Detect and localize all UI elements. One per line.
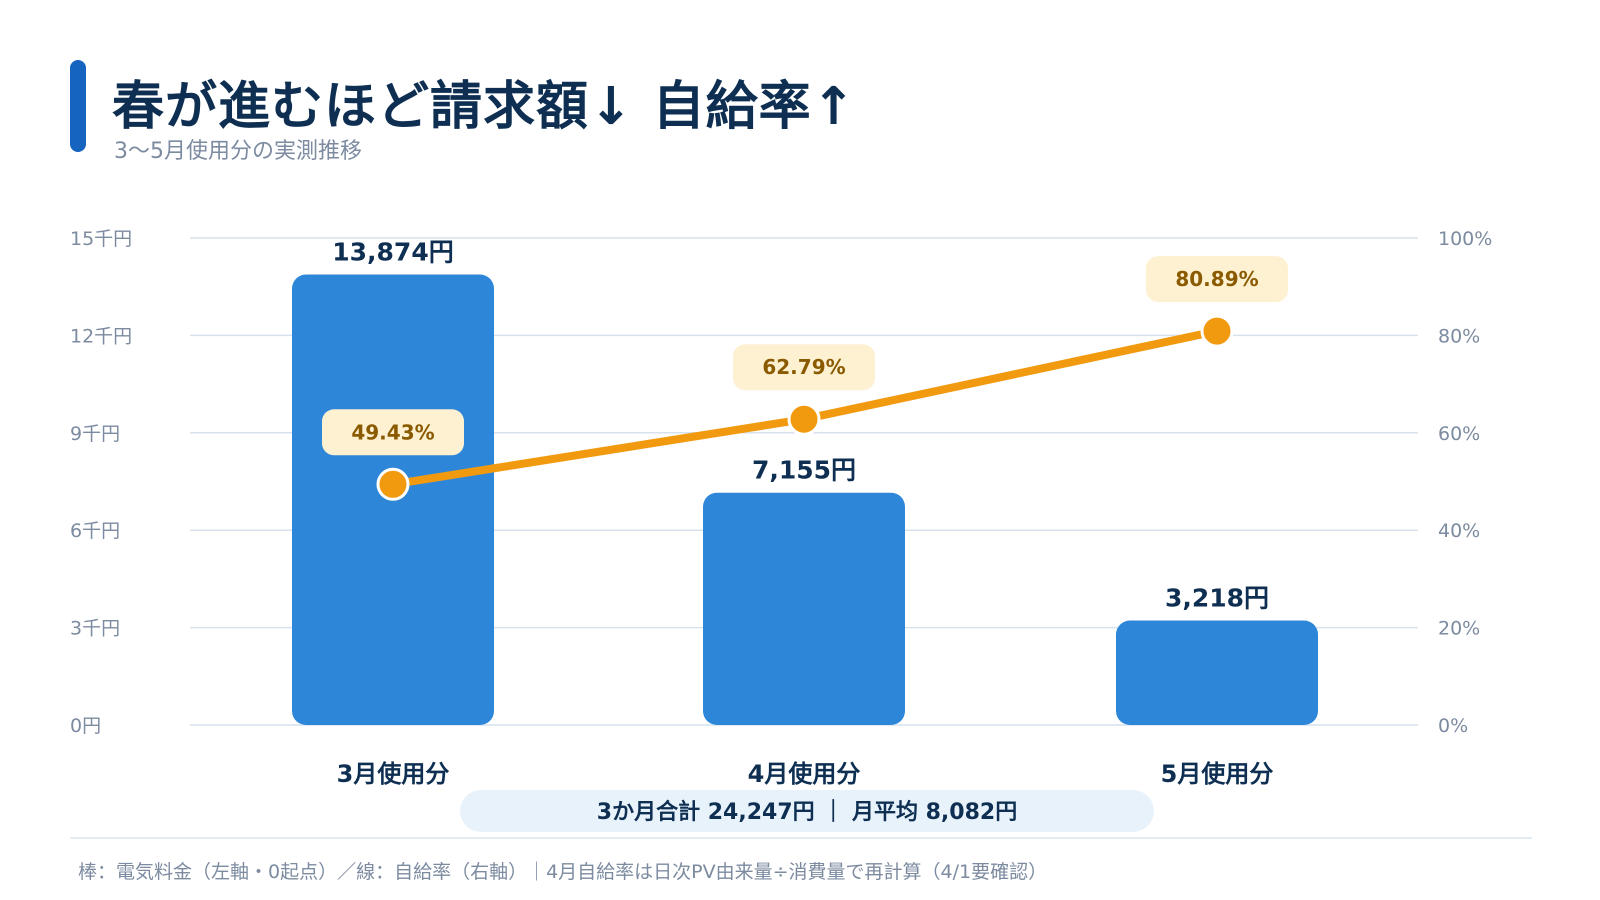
category-label: 5月使用分 (1161, 760, 1274, 788)
category-label: 3月使用分 (337, 760, 450, 788)
left-axis-tick-label: 12千円 (70, 325, 132, 347)
category-label: 4月使用分 (748, 760, 861, 788)
right-axis-tick-label: 80% (1438, 325, 1480, 347)
footer-divider (70, 837, 1532, 839)
rate-value-label: 62.79% (762, 355, 845, 379)
right-axis-tick-label: 40% (1438, 520, 1480, 542)
right-axis-tick-label: 0% (1438, 715, 1468, 737)
summary-pill (460, 790, 1154, 832)
rate-value-label: 49.43% (351, 420, 434, 444)
rate-label-pill (1146, 256, 1288, 303)
rate-point (787, 402, 821, 436)
bar (703, 492, 905, 725)
footnote: 棒：電気料金（左軸・0起点）／線：自給率（右軸）｜4月自給率は日次PV由来量÷消… (78, 861, 1048, 883)
title-accent-bar (70, 60, 86, 152)
left-axis-tick-label: 0円 (70, 715, 101, 737)
rate-point (1200, 314, 1234, 348)
right-axis-tick-label: 60% (1438, 423, 1480, 445)
rate-label-pill (322, 409, 464, 456)
page-title: 春が進むほど請求額↓ 自給率↑ (112, 77, 857, 137)
bar-value-label: 3,218円 (1165, 584, 1269, 613)
left-axis-tick-label: 3千円 (70, 618, 120, 640)
rate-label-pill (733, 344, 875, 391)
rate-value-label: 80.89% (1175, 267, 1258, 291)
rate-point (376, 467, 410, 501)
right-axis-tick-label: 20% (1438, 618, 1480, 640)
bar (1116, 620, 1318, 725)
left-axis-tick-label: 15千円 (70, 228, 132, 250)
right-axis-tick-label: 100% (1438, 228, 1492, 250)
left-axis-tick-label: 6千円 (70, 520, 120, 542)
page-subtitle: 3〜5月使用分の実測推移 (114, 139, 362, 164)
summary-text: 3か月合計 24,247円 ｜ 月平均 8,082円 (597, 799, 1017, 825)
bar-value-label: 13,874円 (332, 238, 453, 267)
bar-value-label: 7,155円 (752, 456, 856, 485)
left-axis-tick-label: 9千円 (70, 423, 120, 445)
